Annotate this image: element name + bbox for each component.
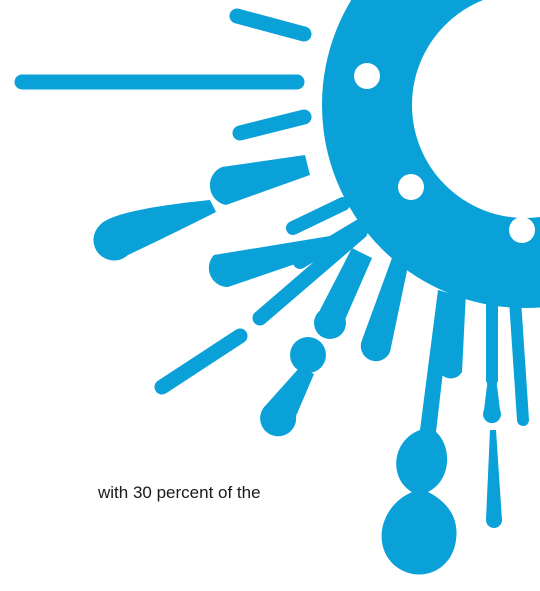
sun-dot: [509, 217, 535, 243]
ray: [232, 109, 312, 141]
ray-drop: [260, 367, 314, 437]
sun-dot: [354, 63, 380, 89]
sun-rays: [14, 8, 529, 575]
ray-drop: [381, 290, 457, 575]
ray-drop: [93, 200, 216, 261]
ray: [509, 294, 529, 426]
ray-drop: [483, 378, 502, 424]
ray-drop: [319, 248, 372, 327]
ray-drop-bead: [290, 337, 326, 373]
ray-drop: [360, 258, 408, 362]
ray-drop: [209, 155, 310, 205]
ray: [286, 197, 350, 235]
sun-ring: [322, 0, 540, 308]
ray-drop-bead: [314, 307, 346, 339]
ray-drop: [208, 236, 336, 288]
caption-text: with 30 percent of the: [98, 483, 261, 502]
sun-dot: [398, 174, 424, 200]
ray-drop: [438, 290, 466, 379]
ray: [229, 8, 312, 42]
ray: [154, 328, 248, 395]
ray: [252, 224, 368, 326]
ray-drop: [486, 430, 502, 528]
sun-body: [322, 0, 540, 308]
